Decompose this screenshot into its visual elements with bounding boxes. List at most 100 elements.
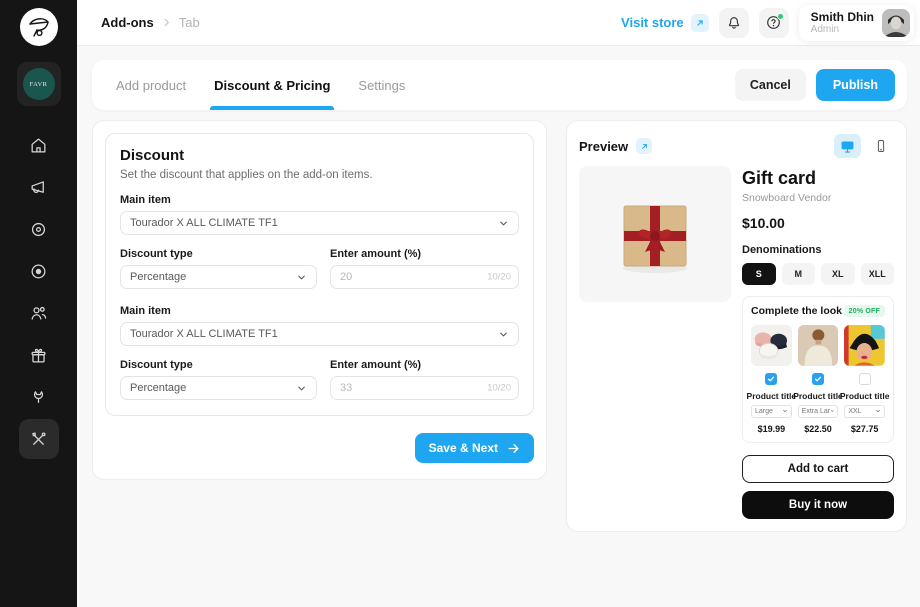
sidebar-item-customers[interactable] (19, 293, 59, 333)
gift-icon (31, 348, 46, 362)
sidebar-item-targets[interactable] (19, 209, 59, 249)
workspace-label: FAVR (29, 80, 48, 88)
chevron-down-icon (782, 410, 787, 413)
discount-row: Discount type Percentage Enter amount (%… (120, 235, 519, 289)
product-vendor: Snowboard Vendor (742, 192, 832, 204)
look-item-3-image (844, 325, 885, 366)
cancel-button[interactable]: Cancel (734, 69, 806, 101)
sidebar-item-tools[interactable] (18, 419, 59, 459)
look-item-2-image (797, 325, 839, 366)
discount-type-select[interactable]: Percentage (120, 265, 317, 289)
sidebar-item-orders[interactable] (19, 251, 59, 291)
sidebar-nav (18, 125, 59, 459)
help-button[interactable] (758, 7, 789, 38)
user-name: Smith Dhin (810, 9, 874, 24)
look-item-2-price: $22.50 (804, 423, 832, 434)
workspace-switcher[interactable]: FAVR (16, 62, 61, 106)
check-icon (768, 376, 775, 382)
sidebar-item-marketing[interactable] (19, 167, 59, 207)
tab-discount-pricing[interactable]: Discount & Pricing (210, 60, 335, 110)
denomination-options: S M XL XLL (742, 263, 894, 285)
desktop-icon (841, 141, 854, 153)
preview-open-link[interactable] (636, 138, 653, 154)
tools-icon (32, 431, 46, 445)
sidebar-item-gifts[interactable] (19, 335, 59, 375)
product-name: Gift card (742, 168, 817, 188)
product-price: $10.00 (742, 215, 785, 231)
caps-image (751, 325, 792, 366)
main-item-value: Tourador X ALL CLIMATE TF1 (130, 328, 278, 340)
discount-row-2: Discount type Percentage Enter amount (%… (120, 346, 519, 400)
look-item-2-title: Product title (793, 390, 843, 401)
look-item-1-checkbox[interactable] (765, 372, 778, 385)
size-button-xl[interactable]: XL (821, 263, 855, 285)
chevron-down-icon (500, 221, 507, 225)
size-button-xll[interactable]: XLL (860, 263, 894, 285)
main-item-value: Tourador X ALL CLIMATE TF1 (130, 217, 278, 229)
save-row: Save & Next (105, 433, 534, 467)
discount-subtitle: Set the discount that applies on the add… (120, 169, 373, 181)
chevron-right-icon (164, 18, 169, 27)
sidebar-item-integrations[interactable] (19, 377, 59, 417)
avatar-image (882, 8, 910, 37)
gift-box-image (623, 205, 687, 273)
add-to-cart-button[interactable]: Add to cart (742, 454, 894, 483)
tab-bar: Add product Discount & Pricing Settings … (92, 60, 907, 110)
look-item-3-price: $27.75 (850, 423, 879, 434)
amount-input[interactable] (330, 265, 519, 289)
brand-logo[interactable] (19, 8, 58, 46)
product-details: Gift card Snowboard Vendor $10.00 Denomi… (742, 166, 894, 519)
tab-add-product[interactable]: Add product (116, 60, 186, 110)
content-columns: Discount Set the discount that applies o… (92, 120, 907, 532)
chevron-down-icon (298, 386, 305, 390)
preview-header: Preview (579, 133, 894, 159)
sidebar: FAVR (0, 0, 77, 607)
main-item-select-2[interactable]: Tourador X ALL CLIMATE TF1 (120, 322, 519, 346)
beanie-person-image (797, 325, 839, 366)
size-button-m[interactable]: M (781, 263, 815, 285)
tabs: Add product Discount & Pricing Settings (116, 60, 405, 110)
look-item-2-checkbox[interactable] (811, 372, 824, 385)
save-next-button[interactable]: Save & Next (414, 433, 534, 463)
target-icon (31, 222, 46, 236)
discount-type-value: Percentage (130, 271, 187, 283)
denominations-label: Denominations (742, 244, 822, 256)
amount-counter: 10/20 (487, 382, 511, 394)
desktop-view-button[interactable] (834, 134, 861, 158)
home-icon (31, 138, 46, 152)
look-item-1-variant-select[interactable]: Large (751, 404, 792, 418)
check-icon (814, 376, 822, 382)
product-preview: Gift card Snowboard Vendor $10.00 Denomi… (579, 166, 894, 519)
publish-button[interactable]: Publish (815, 69, 895, 101)
main-item-select[interactable]: Tourador X ALL CLIMATE TF1 (120, 211, 519, 235)
mobile-view-button[interactable] (867, 134, 894, 158)
chevron-down-icon (876, 410, 880, 413)
sidebar-item-home[interactable] (19, 125, 59, 165)
wrench-icon (33, 390, 44, 403)
visit-store-link[interactable]: Visit store (621, 13, 709, 32)
bell-icon (728, 16, 739, 29)
tab-settings[interactable]: Settings (358, 60, 405, 110)
notifications-button[interactable] (718, 7, 749, 38)
megaphone-icon (31, 180, 44, 193)
look-item-1-variant: Large (755, 407, 773, 415)
breadcrumb-section[interactable]: Add-ons (101, 15, 154, 30)
look-item-1-title: Product title (746, 390, 797, 401)
brand-logo-icon (28, 18, 49, 37)
topbar-right-cluster: Visit store (621, 4, 914, 41)
help-icon (767, 16, 781, 29)
buy-it-now-button[interactable]: Buy it now (742, 490, 894, 519)
discount-type-select-2[interactable]: Percentage (120, 376, 317, 400)
size-button-s[interactable]: S (742, 263, 776, 285)
amount-input-2[interactable] (330, 376, 519, 400)
workspace-avatar: FAVR (22, 68, 55, 100)
avatar (882, 8, 910, 37)
look-item-3-checkbox[interactable] (858, 372, 871, 385)
breadcrumb-page: Tab (178, 15, 200, 30)
look-item-3-variant-select[interactable]: XXL (844, 404, 885, 418)
look-items: Product title Large $19.99 (747, 325, 889, 434)
look-item-2-variant-select[interactable]: Extra Large (797, 404, 839, 418)
discount-type-label: Discount type (120, 359, 193, 371)
user-menu[interactable]: Smith Dhin Admin (798, 4, 914, 41)
look-item-1: Product title Large $19.99 (747, 325, 796, 434)
